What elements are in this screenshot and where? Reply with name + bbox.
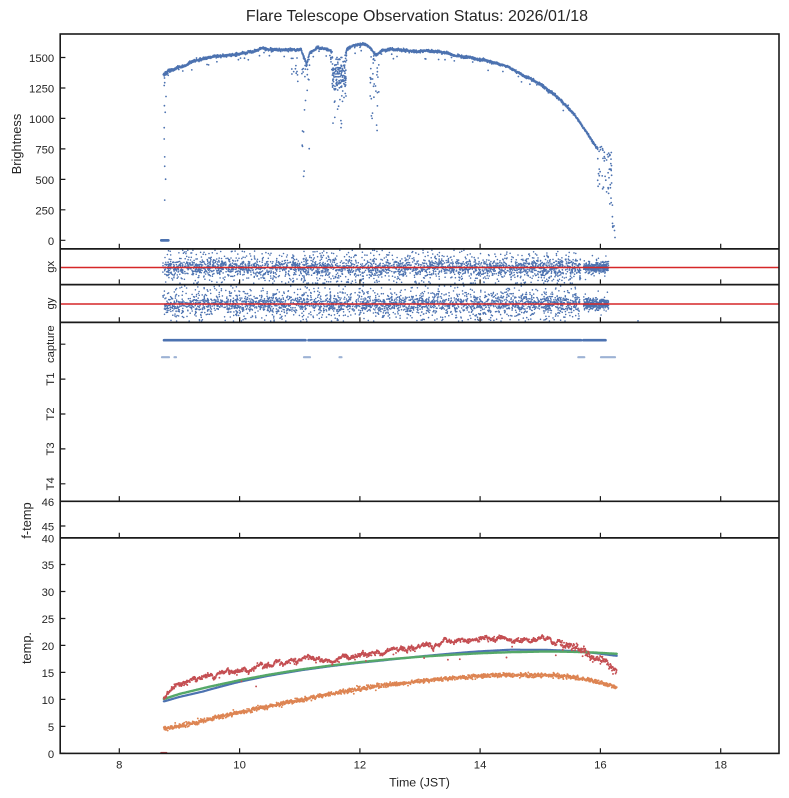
svg-text:5: 5 [48, 722, 54, 734]
svg-text:1250: 1250 [29, 84, 54, 96]
svg-text:T3: T3 [45, 442, 57, 455]
svg-text:0: 0 [48, 236, 54, 248]
svg-text:capture: capture [45, 325, 57, 363]
svg-text:Time (JST): Time (JST) [389, 775, 450, 789]
svg-text:46: 46 [42, 497, 55, 509]
svg-text:T4: T4 [45, 477, 57, 490]
svg-text:0: 0 [48, 749, 54, 761]
svg-text:14: 14 [474, 760, 487, 772]
svg-text:T2: T2 [45, 407, 57, 420]
svg-text:250: 250 [35, 205, 54, 217]
svg-text:30: 30 [42, 587, 55, 599]
svg-text:25: 25 [42, 614, 55, 626]
svg-text:1000: 1000 [29, 114, 54, 126]
svg-text:10: 10 [233, 760, 246, 772]
svg-text:1500: 1500 [29, 53, 54, 65]
svg-text:15: 15 [42, 668, 55, 680]
svg-text:40: 40 [42, 534, 55, 546]
svg-text:750: 750 [35, 145, 54, 157]
svg-text:20: 20 [42, 641, 55, 653]
svg-text:8: 8 [116, 760, 122, 772]
svg-text:12: 12 [354, 760, 367, 772]
svg-text:temp.: temp. [19, 632, 34, 664]
svg-text:Brightness: Brightness [9, 114, 24, 174]
svg-text:500: 500 [35, 175, 54, 187]
svg-text:35: 35 [42, 560, 55, 572]
svg-text:Flare Telescope Observation St: Flare Telescope Observation Status: 2026… [246, 8, 588, 25]
svg-text:gy: gy [45, 297, 57, 309]
svg-text:gx: gx [45, 260, 57, 272]
svg-text:16: 16 [594, 760, 607, 772]
svg-text:T1: T1 [45, 373, 57, 386]
svg-text:10: 10 [42, 695, 55, 707]
svg-text:18: 18 [714, 760, 727, 772]
svg-text:f-temp: f-temp [19, 502, 34, 538]
svg-text:45: 45 [42, 522, 55, 534]
